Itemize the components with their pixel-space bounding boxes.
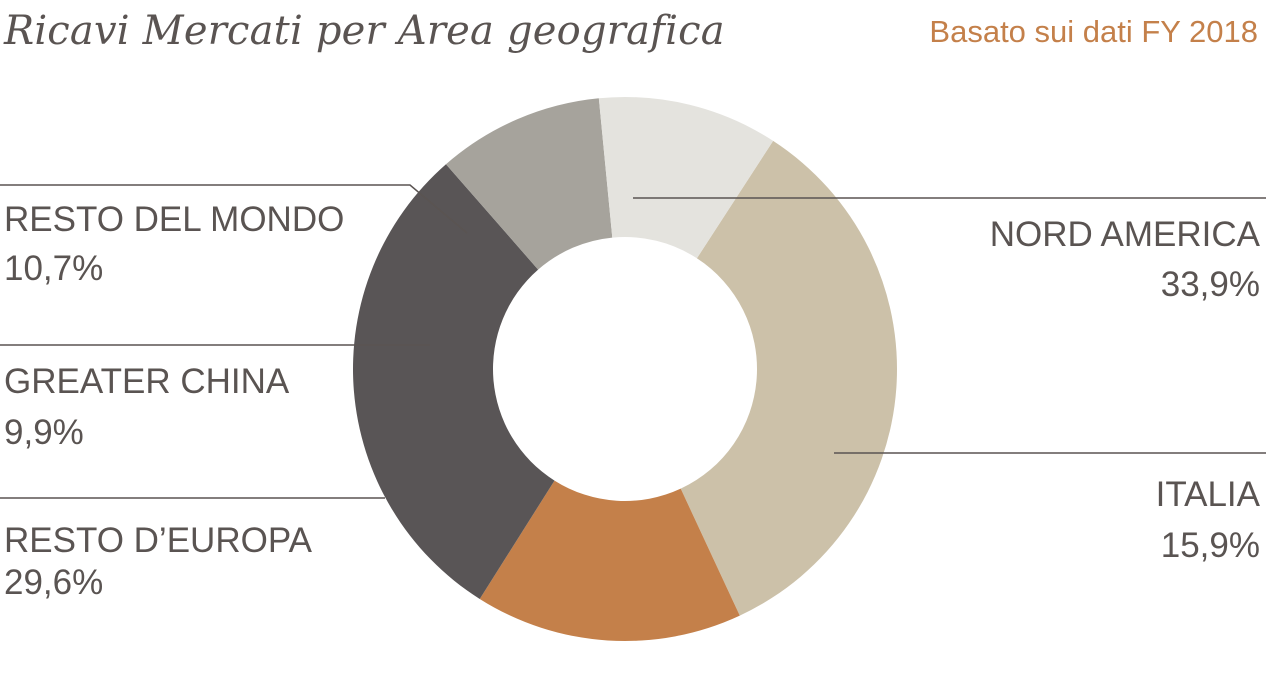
label-italia: ITALIA — [1156, 475, 1261, 514]
value-nord-america: 33,9% — [1161, 265, 1260, 304]
value-greater-china: 9,9% — [4, 413, 84, 452]
label-resto-deuropa: RESTO D’EUROPA — [4, 521, 313, 560]
label-greater-china: GREATER CHINA — [4, 362, 290, 401]
value-resto-del-mondo: 10,7% — [4, 249, 103, 288]
leader-line-resto-del-mondo — [0, 184, 468, 234]
chart-subtitle: Basato sui dati FY 2018 — [929, 14, 1258, 49]
chart-title: Ricavi Mercati per Area geografica — [4, 8, 725, 54]
value-italia: 15,9% — [1161, 526, 1260, 565]
label-resto-del-mondo: RESTO DEL MONDO — [4, 200, 344, 239]
label-nord-america: NORD AMERICA — [990, 215, 1261, 254]
slice-italia — [479, 480, 740, 641]
value-resto-deuropa: 29,6% — [4, 563, 103, 602]
donut-slices — [353, 97, 897, 641]
slice-nord-america — [680, 140, 897, 616]
leader-lines — [0, 184, 1266, 499]
slice-resto-del-mondo — [598, 97, 774, 259]
slice-labels: RESTO DEL MONDO 10,7% GREATER CHINA 9,9%… — [4, 200, 1261, 602]
slice-resto-d-europa — [353, 164, 555, 599]
slice-greater-china — [445, 98, 613, 270]
